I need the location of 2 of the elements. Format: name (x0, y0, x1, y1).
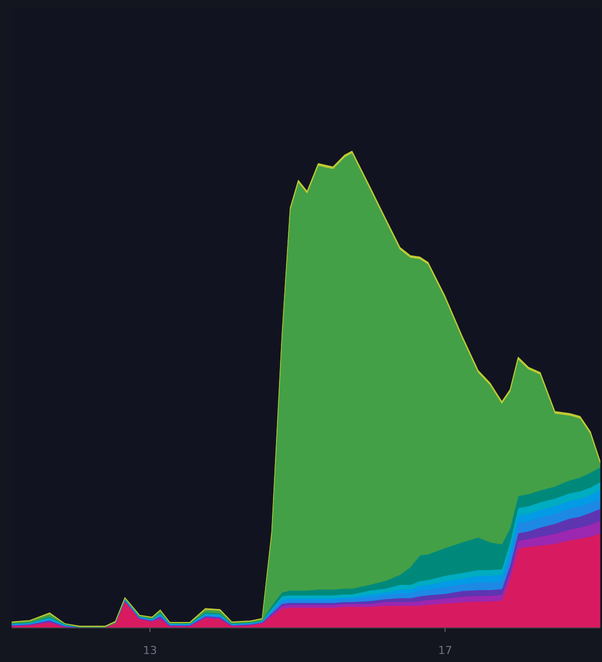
x-tick-label: 17 (438, 644, 452, 657)
x-tick-label: 13 (142, 644, 157, 657)
